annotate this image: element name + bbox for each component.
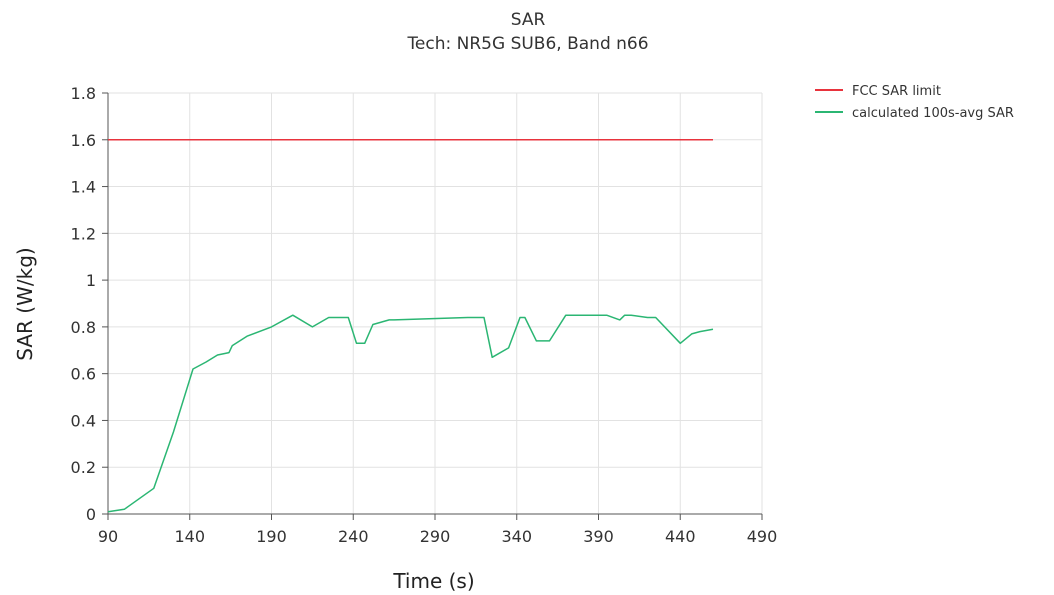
y-tick-label: 0 (86, 505, 96, 524)
y-tick-label: 1.6 (71, 131, 96, 150)
x-tick-label: 240 (338, 527, 369, 546)
x-tick-label: 440 (665, 527, 696, 546)
y-tick-label: 1.2 (71, 224, 96, 243)
tick-labels: 90 140 190 240 290 340 390 440 490 0 0.2 0.4 0.6 0.8 1… (71, 84, 778, 546)
x-tick-label: 390 (583, 527, 614, 546)
series-lines (107, 139, 714, 513)
legend-label-calculated-avg-sar: calculated 100s-avg SAR (852, 106, 1014, 121)
chart-subtitle: Tech: NR5G SUB6, Band n66 (406, 34, 648, 54)
grid-lines (107, 92, 763, 515)
chart-title: SAR (511, 10, 546, 30)
y-tick-label: 1 (86, 271, 96, 290)
x-tick-label: 190 (256, 527, 287, 546)
x-tick-label: 290 (420, 527, 451, 546)
legend-label-fcc-sar-limit: FCC SAR limit (852, 84, 941, 99)
series-line-calculated-avg-sar (107, 314, 714, 513)
x-axis-label: Time (s) (392, 569, 474, 593)
y-tick-label: 0.6 (71, 365, 96, 384)
x-tick-label: 340 (501, 527, 532, 546)
y-tick-label: 1.8 (71, 84, 96, 103)
y-tick-label: 0.4 (71, 411, 96, 430)
x-tick-label: 90 (98, 527, 118, 546)
y-tick-label: 0.8 (71, 318, 96, 337)
x-tick-label: 140 (174, 527, 205, 546)
y-tick-label: 0.2 (71, 458, 96, 477)
x-tick-label: 490 (747, 527, 778, 546)
axes (102, 92, 763, 520)
y-tick-label: 1.4 (71, 178, 96, 197)
y-axis-label: SAR (W/kg) (13, 247, 37, 360)
legend: FCC SAR limit calculated 100s-avg SAR (815, 84, 1014, 121)
